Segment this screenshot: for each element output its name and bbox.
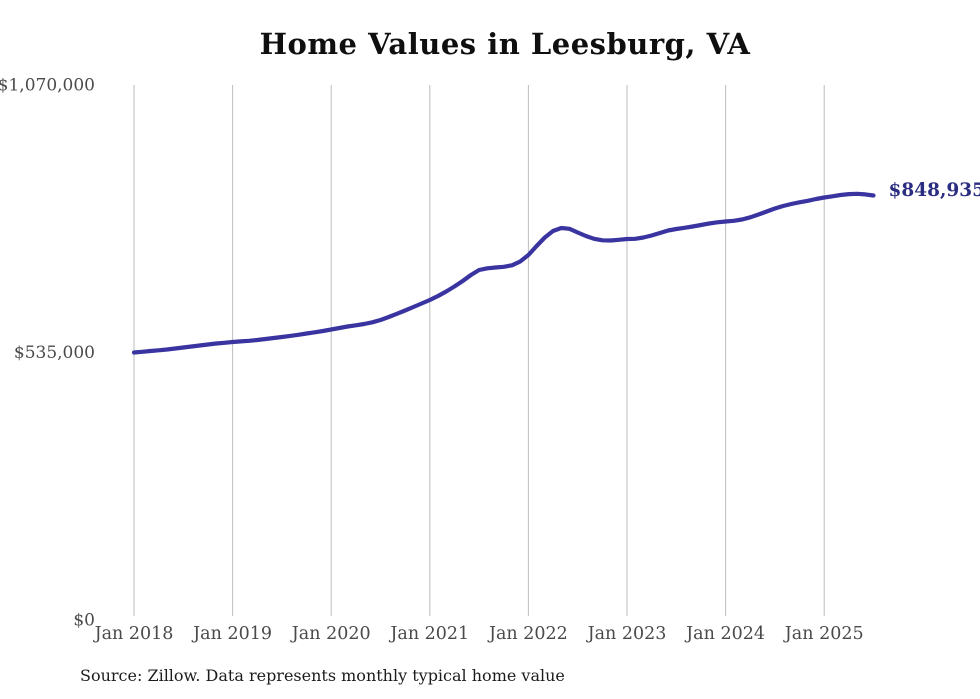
- x-tick-label: Jan 2018: [93, 624, 174, 644]
- source-note: Source: Zillow. Data represents monthly …: [80, 666, 565, 685]
- x-tick-label: Jan 2023: [586, 624, 667, 644]
- home-value-line: [131, 191, 876, 355]
- final-value-label: $848,935: [889, 180, 980, 201]
- y-tick-label: $535,000: [14, 343, 95, 363]
- x-tick-label: Jan 2020: [290, 624, 371, 644]
- x-tick-label: Jan 2019: [191, 624, 272, 644]
- y-tick-label: $0: [73, 611, 95, 631]
- x-tick-label: Jan 2021: [388, 624, 469, 644]
- y-tick-label: $1,070,000: [0, 76, 95, 96]
- x-tick-label: Jan 2025: [783, 624, 864, 644]
- x-tick-label: Jan 2024: [684, 624, 765, 644]
- x-axis-labels: Jan 2018 Jan 2019 Jan 2020 Jan 2021 Jan 2022…: [93, 624, 864, 644]
- chart-title: Home Values in Leesburg, VA: [259, 27, 751, 61]
- y-axis-labels: $0 $535,000 $1,070,000: [0, 76, 95, 631]
- x-tick-label: Jan 2022: [487, 624, 568, 644]
- gridlines: [133, 85, 825, 616]
